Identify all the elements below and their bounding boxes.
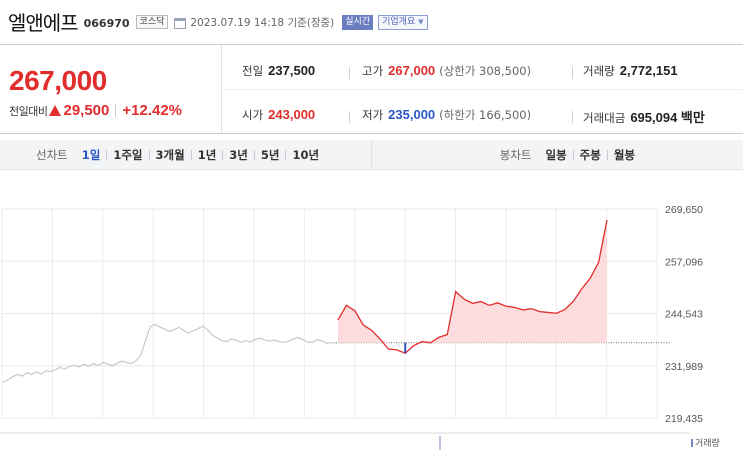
market-badge: 코스닥	[135, 15, 169, 29]
chart-period-bar: 선차트 1일 1주일 3개월 1년 3년 5년 10년 봉차트 일봉 주봉 월봉	[0, 140, 743, 170]
company-info-label: 기업개요	[382, 16, 416, 27]
row-divider	[222, 89, 743, 90]
volume-legend: 거래량	[691, 436, 720, 449]
current-price: 267,000	[9, 65, 107, 96]
calendar-icon	[174, 17, 187, 29]
upper-limit: (상한가 308,500)	[439, 64, 532, 78]
price-chart: 269,650 257,096 244,543 231,989 219,435 거래량	[0, 178, 743, 453]
stock-header: 엘앤에프 066970 코스닥 2023.07.19 14:18 기준(장중) …	[8, 8, 428, 35]
intraday-fill-area	[338, 220, 607, 343]
divider	[222, 150, 224, 160]
change-amount: 29,500	[63, 102, 110, 119]
stat-label: 고가	[362, 64, 384, 78]
quote-summary: 267,000 전일대비 29,500 +12.42% 전일 237,500 고…	[0, 44, 743, 134]
divider	[115, 104, 117, 117]
quote-timestamp: 2023.07.19 14:18 기준(장중)	[190, 17, 335, 29]
divider	[572, 67, 573, 79]
stat-label: 거래대금	[583, 111, 626, 125]
divider	[572, 111, 573, 123]
intraday-price-line	[337, 219, 608, 354]
candle-daily[interactable]: 일봉	[545, 148, 567, 162]
stat-value: 695,094 백만	[630, 110, 705, 125]
divider	[349, 111, 350, 123]
period-3y[interactable]: 3년	[229, 148, 248, 162]
stock-name: 엘앤에프	[8, 10, 79, 35]
stat-volume: 거래량 2,772,151	[583, 63, 678, 79]
chevron-down-icon: ▼	[418, 17, 424, 26]
stat-value: 237,500	[268, 63, 316, 78]
period-1d[interactable]: 1일	[81, 148, 101, 162]
divider	[606, 150, 608, 160]
volume-swatch	[691, 438, 693, 447]
period-10y[interactable]: 10년	[292, 148, 320, 162]
divider	[190, 150, 192, 160]
change-percent: +12.42%	[122, 102, 183, 119]
period-3m[interactable]: 3개월	[155, 148, 185, 162]
stat-prev-close: 전일 237,500	[242, 63, 315, 79]
realtime-button[interactable]: 실시간	[342, 14, 374, 30]
price-chart-svg: 269,650 257,096 244,543 231,989 219,435	[0, 204, 703, 450]
y-tick-label: 219,435	[665, 413, 703, 425]
company-info-button[interactable]: 기업개요 ▼	[378, 14, 428, 30]
stat-label: 시가	[242, 108, 264, 122]
main-price-panel: 267,000 전일대비 29,500 +12.42%	[0, 45, 222, 133]
line-chart-title: 선차트	[36, 148, 68, 162]
candle-chart-title: 봉차트	[499, 148, 532, 162]
lower-limit: (하한가 166,500)	[439, 108, 532, 122]
divider	[106, 150, 108, 160]
stat-value: 2,772,151	[619, 63, 678, 78]
stat-label: 전일	[242, 64, 264, 78]
stat-high: 고가 267,000 (상한가 308,500)	[362, 63, 531, 79]
stat-label: 저가	[362, 108, 384, 122]
period-1w[interactable]: 1주일	[113, 148, 143, 162]
volume-label: 거래량	[695, 439, 720, 449]
candle-weekly[interactable]: 주봉	[579, 148, 601, 162]
divider	[349, 67, 350, 79]
divider	[285, 150, 287, 160]
divider	[148, 150, 150, 160]
stat-value: 235,000	[388, 107, 436, 122]
y-tick-label: 257,096	[665, 256, 703, 268]
y-tick-label: 244,543	[665, 309, 703, 321]
history-price-line	[2, 323, 336, 383]
y-tick-label: 231,989	[665, 361, 703, 373]
stock-code: 066970	[83, 17, 130, 30]
stat-low: 저가 235,000 (하한가 166,500)	[362, 107, 531, 123]
up-arrow-icon	[49, 105, 62, 116]
candle-monthly[interactable]: 월봉	[613, 148, 635, 162]
candle-chart-periods: 봉차트 일봉 주봉 월봉	[373, 140, 743, 170]
stat-value: 243,000	[268, 107, 316, 122]
divider	[572, 150, 574, 160]
stat-value: 267,000	[388, 63, 436, 78]
stat-open: 시가 243,000	[242, 107, 315, 123]
price-change-row: 전일대비 29,500 +12.42%	[9, 102, 182, 119]
change-label: 전일대비	[9, 104, 48, 118]
y-tick-label: 269,650	[665, 204, 703, 216]
divider	[253, 150, 255, 160]
period-5y[interactable]: 5년	[260, 148, 280, 162]
line-chart-periods: 선차트 1일 1주일 3개월 1년 3년 5년 10년	[0, 140, 372, 170]
stat-trade-value: 거래대금 695,094 백만	[583, 107, 705, 126]
stat-label: 거래량	[583, 64, 615, 78]
period-1y[interactable]: 1년	[197, 148, 217, 162]
